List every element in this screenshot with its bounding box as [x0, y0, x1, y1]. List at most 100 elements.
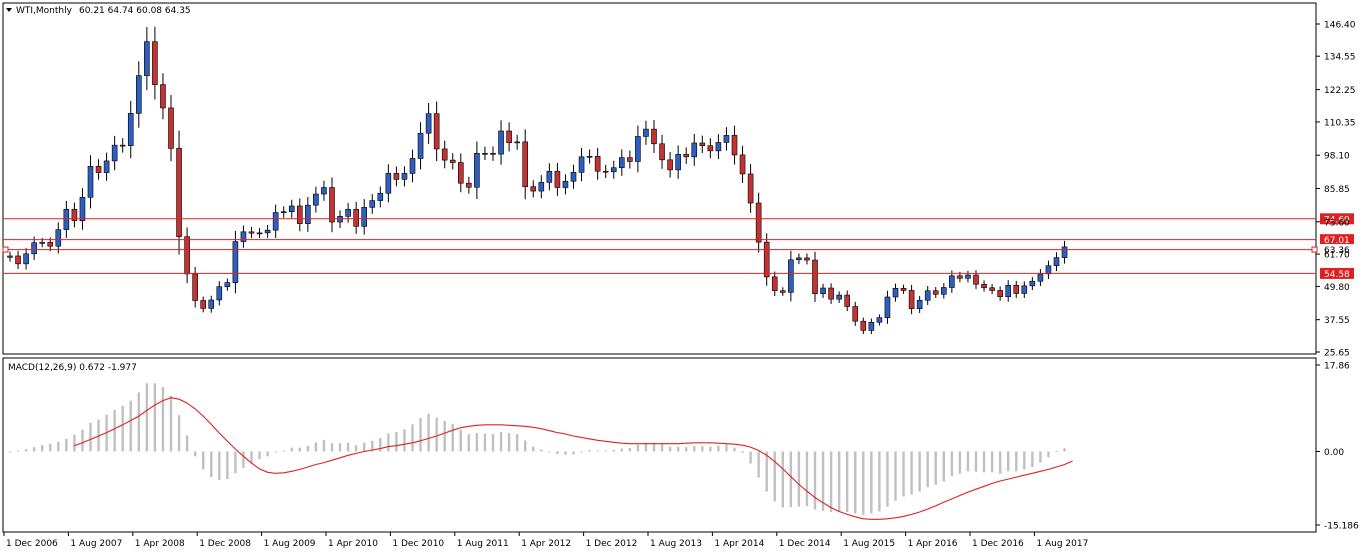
macd-bar — [371, 440, 374, 452]
macd-bar — [821, 451, 825, 512]
candle — [482, 146, 488, 161]
candle — [981, 280, 987, 292]
level-tag-label: 67.01 — [1324, 236, 1350, 246]
price-tick-label: 25.65 — [1324, 349, 1350, 359]
candle — [441, 140, 448, 169]
candle — [280, 206, 287, 218]
candle — [111, 135, 118, 171]
time-tick-label: 1 Dec 2010 — [392, 539, 444, 549]
candle — [884, 290, 891, 324]
macd-bar — [153, 383, 157, 452]
level-tag — [1320, 244, 1354, 256]
candle — [152, 26, 158, 100]
macd-bar — [1039, 451, 1042, 463]
candle — [828, 283, 834, 304]
macd-bar — [322, 439, 326, 452]
candle — [989, 284, 995, 295]
candle — [103, 152, 110, 181]
candle — [860, 317, 867, 335]
macd-bar — [910, 451, 913, 495]
candle — [71, 202, 78, 228]
macd-bar — [1007, 451, 1010, 472]
candle — [635, 125, 641, 173]
macd-bar — [556, 451, 559, 454]
macd-bar — [65, 438, 68, 452]
candle — [699, 135, 706, 153]
macd-bar — [290, 447, 293, 452]
macd-bar — [982, 451, 986, 473]
macd-bar — [274, 451, 277, 453]
macd-bar — [121, 405, 124, 452]
candle — [900, 284, 907, 295]
macd-bar — [202, 451, 205, 470]
macd-bar — [540, 449, 543, 452]
time-tick-label: 1 Apr 2010 — [328, 539, 378, 549]
level-marker — [1311, 246, 1318, 253]
macd-bar — [57, 441, 60, 452]
macd-bar — [878, 451, 881, 512]
macd-bar — [129, 400, 132, 452]
candle — [779, 287, 786, 296]
time-tick-label: 1 Aug 2015 — [843, 539, 895, 549]
candle — [1005, 280, 1012, 302]
candle — [474, 141, 480, 200]
macd-bar — [177, 415, 181, 452]
candle — [812, 251, 818, 302]
macd-bar — [805, 451, 809, 507]
candle — [136, 61, 142, 128]
level-tag — [1320, 234, 1354, 246]
macd-bar — [918, 451, 921, 492]
macd-axis: 17.86 0.00 -15.186 — [1316, 362, 1359, 532]
macd-bar — [419, 418, 422, 452]
macd-bar — [258, 451, 261, 460]
candle — [562, 174, 569, 195]
macd-bar — [379, 437, 382, 452]
candle — [79, 188, 86, 230]
macd-bar — [757, 451, 760, 478]
macd-bar — [459, 429, 462, 452]
candle — [248, 226, 255, 239]
macd-bar — [266, 451, 269, 457]
macd-bar — [926, 451, 929, 488]
candle — [144, 27, 150, 91]
macd-bar — [443, 420, 446, 452]
macd-bar — [282, 450, 285, 452]
candle — [715, 134, 722, 160]
macd-bar — [1047, 451, 1050, 458]
macd-bar — [73, 434, 76, 452]
macd-bar — [234, 451, 237, 474]
candle — [305, 196, 311, 232]
candle — [675, 145, 681, 179]
macd-bar — [387, 433, 390, 452]
macd-bar — [210, 451, 213, 478]
chart-menu-triangle-icon[interactable] — [6, 8, 12, 12]
macd-label: MACD(12,26,9) 0.672 -1.977 — [8, 363, 137, 373]
macd-bar — [113, 409, 116, 452]
macd-series — [8, 383, 1073, 520]
candle — [15, 250, 21, 269]
macd-bar — [837, 451, 841, 512]
macd-bar — [620, 448, 623, 452]
macd-panel — [2, 357, 1317, 533]
macd-bar — [483, 433, 487, 452]
candle — [369, 194, 376, 214]
macd-bar — [765, 451, 768, 492]
candle — [1021, 281, 1028, 298]
price-tick-label: 73.60 — [1324, 218, 1350, 228]
candle — [224, 278, 231, 291]
macd-tick-label: 17.86 — [1324, 362, 1350, 372]
macd-bar — [966, 451, 970, 472]
price-tick-label: 61.70 — [1324, 251, 1350, 261]
macd-bar — [685, 447, 688, 452]
macd-bar — [676, 446, 680, 452]
macd-bar — [354, 445, 358, 452]
candle — [522, 129, 529, 200]
candle — [530, 180, 537, 198]
candle — [200, 296, 206, 313]
candle — [908, 284, 915, 315]
candle — [490, 146, 496, 161]
candle — [23, 248, 29, 270]
macd-bar — [330, 443, 334, 452]
time-tick-label: 1 Aug 2007 — [70, 539, 122, 549]
